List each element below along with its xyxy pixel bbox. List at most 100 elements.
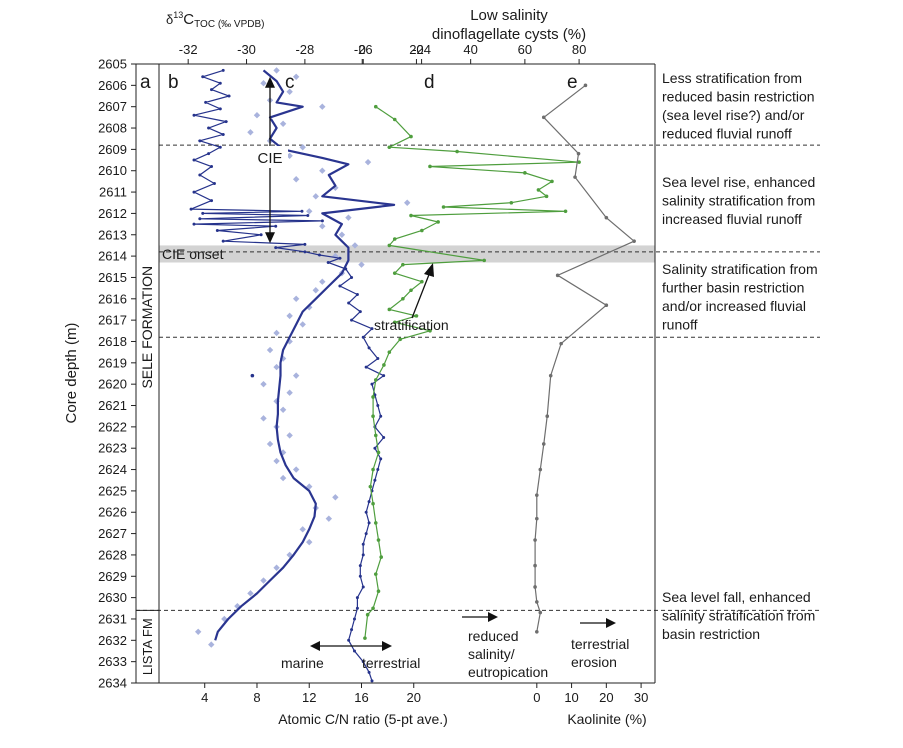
cn-raw-point (273, 457, 280, 465)
dinocyst-point (455, 149, 459, 154)
dinocyst-point (414, 314, 419, 318)
d13c-point (326, 261, 330, 265)
cn-raw-point (260, 415, 267, 422)
cn-raw-point (221, 615, 228, 623)
cn-raw-point (306, 208, 313, 215)
depth-tick-label: 2627 (98, 526, 127, 541)
cn-raw-point (279, 120, 287, 127)
depth-axis: 2605 2606 2607 2608 2609 2610 2611 2612 2613 2614… (98, 57, 136, 691)
d13c-point (364, 365, 368, 369)
kaolinite-point (535, 516, 539, 521)
cn-raw-point (364, 158, 372, 166)
d13c-point (355, 293, 359, 297)
dinocyst-axis-label-line1: Low salinity (470, 7, 548, 24)
cn-raw-point (292, 73, 300, 81)
d13c-point (218, 107, 222, 111)
cn-average-path (214, 69, 396, 641)
d13c-point (192, 158, 196, 162)
kaolinite-path (534, 84, 636, 632)
dinocyst-point (365, 612, 370, 617)
dinocyst-point (371, 414, 375, 418)
d13c-point (373, 446, 377, 450)
cn-raw-point (292, 372, 300, 379)
depth-tick-label: 2624 (98, 462, 127, 477)
dinocyst-point (509, 200, 514, 205)
dinocyst-point (376, 589, 381, 594)
d13c-point (367, 670, 371, 674)
kaolinite-tick-label: 30 (634, 690, 648, 705)
depth-tick-label: 2605 (98, 57, 127, 72)
depth-tick-label: 2608 (98, 121, 127, 136)
d13c-point (212, 182, 216, 186)
cn-raw-point (292, 466, 300, 473)
d13c-point (382, 436, 386, 440)
d13c-point (221, 239, 225, 243)
kaolinite-point (538, 610, 543, 615)
d13c-point (370, 679, 374, 683)
d13c-point (320, 219, 324, 223)
interpretation-line: basin restriction (662, 626, 760, 642)
cie-label-background (252, 146, 288, 168)
dinocyst-point (379, 555, 383, 559)
d13c-point (367, 500, 371, 504)
dinocyst-tick-label: 60 (518, 42, 532, 57)
d13c-point (352, 617, 356, 621)
cn-raw-point (286, 152, 293, 159)
d13c-point (350, 275, 354, 279)
interpretation-line: and/or increased fluvial (662, 298, 806, 314)
dinocyst-point (392, 320, 397, 325)
d13c-axis: -32 -30 -28 -26 -24 (179, 42, 431, 64)
d13c-point (376, 404, 380, 408)
interpretation-line: Sea level rise, enhanced (662, 174, 815, 190)
dinocyst-point (371, 467, 375, 472)
d13c-point (274, 246, 278, 250)
d13c-tick-label: -32 (179, 42, 198, 57)
d13c-point (370, 382, 374, 386)
depth-tick-label: 2622 (98, 419, 127, 434)
dinocyst-point (387, 350, 392, 354)
interpretation-line: salinity stratification from (662, 608, 815, 624)
dinocyst-point (420, 228, 424, 233)
dinocyst-tick-label: 20 (409, 42, 423, 57)
interpretation-line: Less stratification from (662, 70, 802, 86)
dinocyst-point (420, 279, 424, 284)
dinocyst-point (544, 194, 549, 199)
kaolinite-axis-label: Kaolinite (%) (567, 711, 646, 727)
dinocyst-point (373, 572, 378, 576)
dinocyst-point (401, 262, 405, 267)
cn-raw-point (319, 278, 326, 285)
d13c-point (303, 250, 307, 254)
d13c-point (361, 335, 365, 339)
dinocyst-point (436, 220, 440, 224)
dinocyst-point (373, 433, 378, 438)
d13c-tick-label: -30 (237, 42, 256, 57)
formation-label-sele: SELE FORMATION (139, 266, 155, 389)
depth-axis-label: Core depth (m) (63, 323, 80, 424)
dinocyst-point (371, 606, 375, 611)
d13c-point (361, 660, 365, 664)
cn-ratio-tick-label: 8 (253, 690, 260, 705)
dinocyst-point (371, 501, 375, 506)
cn-raw-point (299, 526, 306, 533)
cn-raw-point (253, 112, 261, 119)
depth-tick-label: 2614 (98, 249, 127, 264)
d13c-point (350, 628, 354, 632)
depth-tick-label: 2613 (98, 227, 127, 242)
dinocyst-point (387, 243, 392, 248)
kaolinite-axis: 0 10 20 30 (533, 683, 648, 705)
d13c-tick-label: -24 (412, 42, 431, 57)
d13c-tick-label: -28 (295, 42, 314, 57)
terrestrial-erosion-arrow (580, 618, 616, 628)
cn-raw-point (292, 176, 300, 183)
cn-raw-point (299, 144, 306, 151)
dinocyst-point (368, 484, 373, 489)
d13c-point (210, 88, 214, 92)
depth-tick-label: 2632 (98, 633, 127, 648)
interpretation-line: (sea level rise?) and/or (662, 107, 805, 123)
depth-tick-label: 2617 (98, 313, 127, 328)
cn-ratio-axis-label: Atomic C/N ratio (5-pt ave.) (278, 711, 448, 727)
d13c-point (376, 357, 380, 361)
d13c-point (192, 113, 196, 117)
d13c-point (347, 638, 351, 642)
d13c-point (201, 75, 205, 79)
